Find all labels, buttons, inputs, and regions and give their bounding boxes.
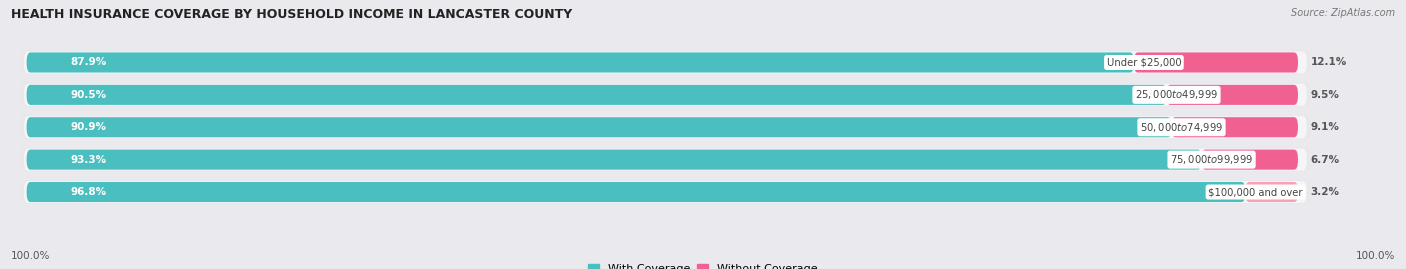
FancyBboxPatch shape [20,148,1310,172]
Text: 96.8%: 96.8% [70,187,107,197]
FancyBboxPatch shape [27,117,1171,137]
FancyBboxPatch shape [24,51,1306,73]
Text: $75,000 to $99,999: $75,000 to $99,999 [1170,153,1253,166]
Text: 12.1%: 12.1% [1310,58,1347,68]
FancyBboxPatch shape [27,150,1202,170]
FancyBboxPatch shape [24,116,1306,138]
FancyBboxPatch shape [20,51,1310,75]
Text: $25,000 to $49,999: $25,000 to $49,999 [1135,88,1218,101]
FancyBboxPatch shape [20,115,1310,139]
FancyBboxPatch shape [1167,85,1298,105]
Text: 9.5%: 9.5% [1310,90,1340,100]
FancyBboxPatch shape [1246,182,1298,202]
Text: $100,000 and over: $100,000 and over [1208,187,1302,197]
Text: $50,000 to $74,999: $50,000 to $74,999 [1140,121,1223,134]
FancyBboxPatch shape [24,181,1306,203]
Text: 100.0%: 100.0% [11,251,51,261]
FancyBboxPatch shape [27,85,1167,105]
FancyBboxPatch shape [24,148,1306,171]
FancyBboxPatch shape [20,83,1310,107]
Text: 87.9%: 87.9% [70,58,107,68]
Text: Under $25,000: Under $25,000 [1107,58,1181,68]
FancyBboxPatch shape [27,182,1246,202]
FancyBboxPatch shape [1133,52,1298,73]
Text: 9.1%: 9.1% [1310,122,1340,132]
FancyBboxPatch shape [24,84,1306,106]
Text: 3.2%: 3.2% [1310,187,1340,197]
FancyBboxPatch shape [1202,150,1298,170]
Text: 90.9%: 90.9% [70,122,107,132]
Text: Source: ZipAtlas.com: Source: ZipAtlas.com [1291,8,1395,18]
FancyBboxPatch shape [20,180,1310,204]
Text: 100.0%: 100.0% [1355,251,1395,261]
Text: HEALTH INSURANCE COVERAGE BY HOUSEHOLD INCOME IN LANCASTER COUNTY: HEALTH INSURANCE COVERAGE BY HOUSEHOLD I… [11,8,572,21]
FancyBboxPatch shape [27,52,1133,73]
FancyBboxPatch shape [1171,117,1298,137]
Text: 93.3%: 93.3% [70,155,107,165]
Legend: With Coverage, Without Coverage: With Coverage, Without Coverage [588,264,818,269]
Text: 6.7%: 6.7% [1310,155,1340,165]
Text: 90.5%: 90.5% [70,90,107,100]
